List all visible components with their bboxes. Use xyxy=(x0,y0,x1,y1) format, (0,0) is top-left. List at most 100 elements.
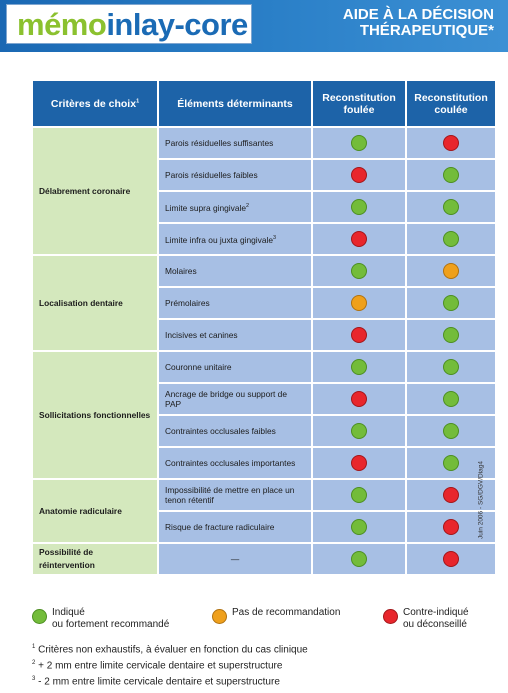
criteria-cell: Localisation dentaire xyxy=(33,256,157,350)
green-dot-icon xyxy=(351,487,367,503)
foulee-cell xyxy=(313,160,405,190)
table-row: Incisives et canines xyxy=(33,320,495,350)
foulee-cell xyxy=(313,512,405,542)
element-text: Risque de fracture radiculaire xyxy=(165,522,275,532)
element-cell: Ancrage de bridge ou support de PAP xyxy=(159,384,311,414)
green-dot-icon xyxy=(443,199,459,215)
element-text: Ancrage de bridge ou support de PAP xyxy=(165,389,287,409)
coulee-cell xyxy=(407,544,495,574)
table-row: Délabrement coronaire Parois résiduelles … xyxy=(33,128,495,254)
foulee-cell xyxy=(313,352,405,382)
element-text: Parois résiduelles suffisantes xyxy=(165,138,274,148)
foulee-cell xyxy=(313,224,405,254)
criteria-cell: Sollicitations fonctionnelles xyxy=(33,352,157,478)
element-text: Contraintes occlusales faibles xyxy=(165,426,276,436)
footnote-3: 3 - 2 mm entre limite cervicale dentaire… xyxy=(32,675,280,687)
element-cell: — xyxy=(159,544,311,574)
coulee-cell xyxy=(407,288,495,318)
page-title: AIDE À LA DÉCISION THÉRAPEUTIQUE* xyxy=(343,7,494,39)
red-dot-icon xyxy=(351,391,367,407)
red-dot-icon xyxy=(443,551,459,567)
table-row: Anatomie radiculaire Impossibilité de met… xyxy=(33,480,495,542)
green-dot-icon xyxy=(443,295,459,311)
header-coulee: Reconstitution coulée xyxy=(407,81,495,126)
element-cell: Contraintes occlusales importantes xyxy=(159,448,311,478)
footnotes: 1 Critères non exhaustifs, à évaluer en … xyxy=(32,641,308,688)
foulee-cell xyxy=(313,256,405,286)
table-row: Limite supra gingivale2 xyxy=(33,192,495,222)
element-cell: Impossibilité de mettre en place un teno… xyxy=(159,480,311,510)
red-dot-icon xyxy=(443,487,459,503)
decision-table: Critères de choix1 Éléments déterminants… xyxy=(31,79,497,576)
green-dot-icon xyxy=(443,327,459,343)
table-row: Prémolaires xyxy=(33,288,495,318)
table-row: Contraintes occlusales faibles xyxy=(33,416,495,446)
element-cell: Limite infra ou juxta gingivale3 xyxy=(159,224,311,254)
table-row: Localisation dentaire Molaires xyxy=(33,256,495,350)
page-title-line2: THÉRAPEUTIQUE* xyxy=(359,22,494,39)
green-dot-icon xyxy=(351,551,367,567)
element-text: — xyxy=(230,554,240,564)
green-dot-icon xyxy=(351,263,367,279)
green-dot-icon xyxy=(351,519,367,535)
foulee-cell xyxy=(313,320,405,350)
element-cell: Risque de fracture radiculaire xyxy=(159,512,311,542)
coulee-cell xyxy=(407,160,495,190)
foulee-cell xyxy=(313,192,405,222)
element-text: Contraintes occlusales importantes xyxy=(165,458,296,468)
coulee-cell xyxy=(407,416,495,446)
logo-rest: inlay-core xyxy=(106,7,248,42)
page-header: mémoinlay-core AIDE À LA DÉCISION THÉRAP… xyxy=(0,0,508,52)
table-header-row: Critères de choix1 Éléments déterminants… xyxy=(33,81,495,126)
logo-text: mémoinlay-core xyxy=(17,8,248,41)
table-row: Limite infra ou juxta gingivale3 xyxy=(33,224,495,254)
green-dot-icon xyxy=(443,359,459,375)
footnote-ref: 2 xyxy=(246,203,250,210)
element-cell: Limite supra gingivale2 xyxy=(159,192,311,222)
element-cell: Prémolaires xyxy=(159,288,311,318)
foulee-cell xyxy=(313,448,405,478)
coulee-cell xyxy=(407,320,495,350)
element-text: Parois résiduelles faibles xyxy=(165,170,258,180)
element-cell: Incisives et canines xyxy=(159,320,311,350)
foulee-cell xyxy=(313,480,405,510)
logo-memo: mémo xyxy=(17,7,107,42)
green-dot-icon xyxy=(443,167,459,183)
logo: mémoinlay-core xyxy=(6,4,252,44)
green-dot-icon xyxy=(351,135,367,151)
criteria-cell: Délabrement coronaire xyxy=(33,128,157,254)
red-dot-icon xyxy=(351,231,367,247)
criteria-cell: Possibilité de réintervention xyxy=(33,544,157,574)
green-dot-icon xyxy=(351,423,367,439)
element-text: Incisives et canines xyxy=(165,330,238,340)
foulee-cell xyxy=(313,288,405,318)
green-dot-icon xyxy=(443,391,459,407)
green-dot-icon xyxy=(32,609,47,624)
criteria-cell: Anatomie radiculaire xyxy=(33,480,157,542)
orange-dot-icon xyxy=(443,263,459,279)
element-text: Molaires xyxy=(165,266,197,276)
foulee-cell xyxy=(313,544,405,574)
element-text: Impossibilité de mettre en place un teno… xyxy=(165,485,295,505)
element-text: Couronne unitaire xyxy=(165,362,232,372)
coulee-cell xyxy=(407,512,495,542)
footnote-ref: 3 xyxy=(273,235,277,242)
foulee-cell xyxy=(313,384,405,414)
footnote-1: 1 Critères non exhaustifs, à évaluer en … xyxy=(32,644,308,656)
page-title-line1: AIDE À LA DÉCISION xyxy=(342,6,494,23)
table-row: Possibilité de réintervention — xyxy=(33,544,495,574)
coulee-cell xyxy=(407,192,495,222)
table-row: Ancrage de bridge ou support de PAP xyxy=(33,384,495,414)
element-text: Limite supra gingivale xyxy=(165,202,247,213)
red-dot-icon xyxy=(351,455,367,471)
footnote-2: 2 + 2 mm entre limite cervicale dentaire… xyxy=(32,659,283,672)
green-dot-icon xyxy=(443,455,459,471)
orange-dot-icon xyxy=(212,609,227,624)
header-criteria: Critères de choix1 xyxy=(33,81,157,126)
element-text: Limite infra ou juxta gingivale xyxy=(165,234,274,245)
red-dot-icon xyxy=(443,519,459,535)
table-row: Risque de fracture radiculaire xyxy=(33,512,495,542)
foulee-cell xyxy=(313,416,405,446)
table-row: Sollicitations fonctionnelles Couronne un… xyxy=(33,352,495,478)
side-note: Juin 2006 - SG/DGV/Diag4 xyxy=(477,460,485,540)
